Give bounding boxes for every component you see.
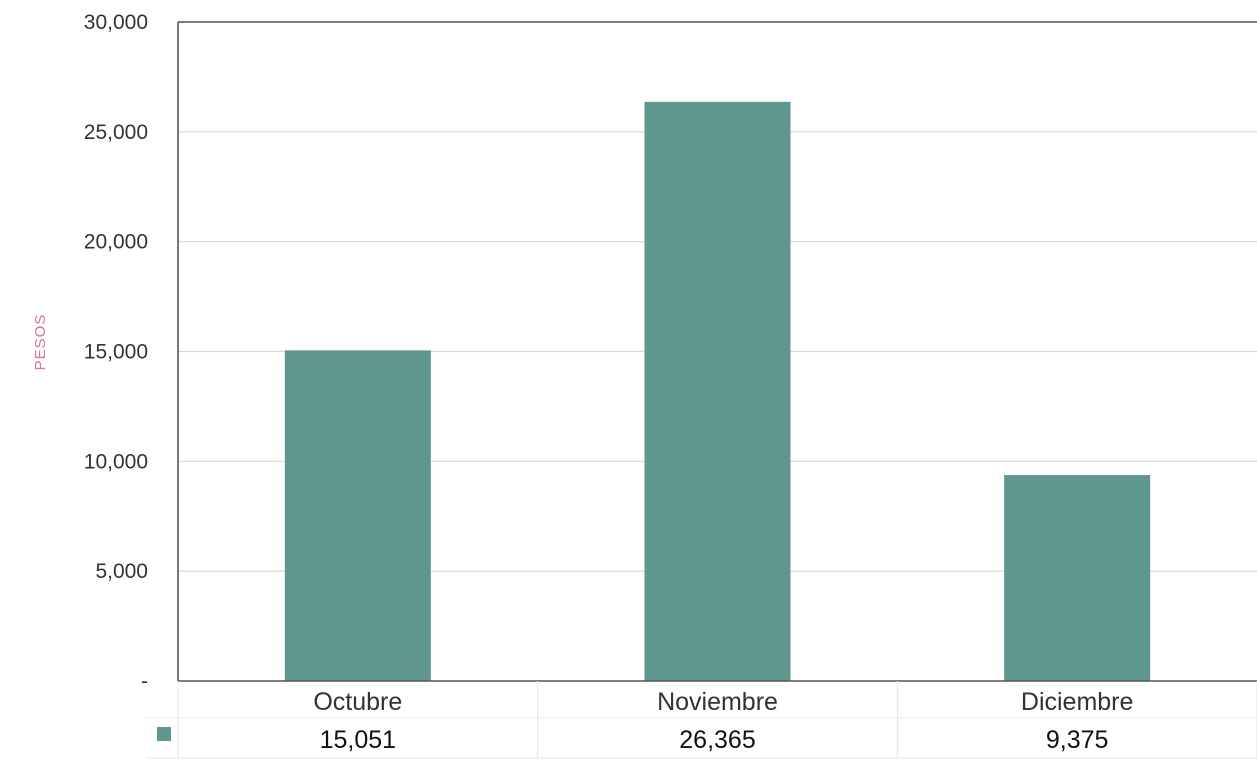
bar-octubre	[284, 350, 431, 681]
y-tick-label: 30,000	[84, 11, 148, 34]
x-category-label: Diciembre	[1021, 688, 1134, 716]
bar-noviembre	[644, 101, 791, 682]
y-tick-label: 10,000	[84, 450, 148, 473]
y-tick-label: -	[141, 670, 148, 693]
y-tick-label: 15,000	[84, 341, 148, 364]
bar-diciembre	[1004, 475, 1151, 681]
data-value-label: 9,375	[1046, 726, 1109, 754]
x-category-label: Octubre	[313, 688, 402, 716]
y-tick-label: 5,000	[95, 560, 148, 583]
y-axis-label: PESOS	[32, 314, 49, 371]
x-category-label: Noviembre	[657, 688, 778, 716]
y-tick-label: 25,000	[84, 121, 148, 144]
legend-swatch	[157, 727, 171, 741]
y-tick-label: 20,000	[84, 231, 148, 254]
data-value-label: 26,365	[679, 726, 755, 754]
data-value-label: 15,051	[320, 726, 396, 754]
